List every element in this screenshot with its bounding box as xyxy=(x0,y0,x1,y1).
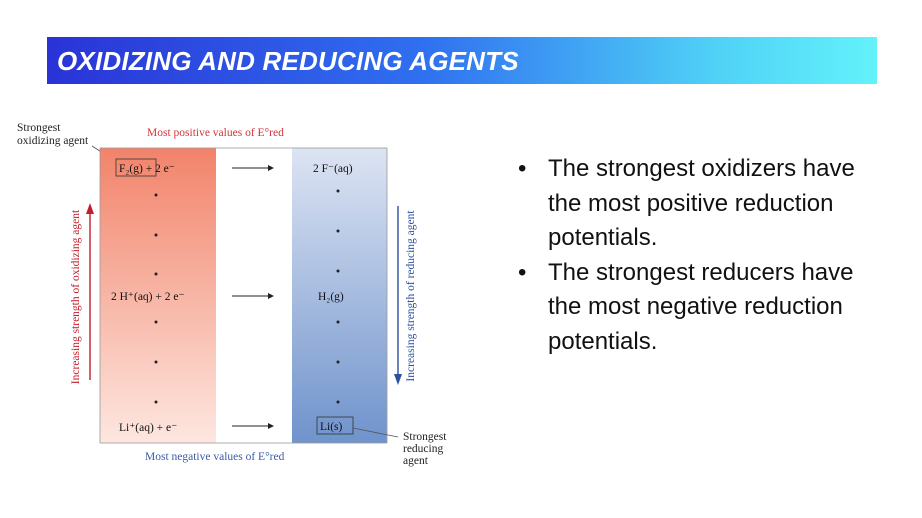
bullet-text-reducers: The strongest reducers have the most neg… xyxy=(548,258,854,355)
slide-title: OXIDIZING AND REDUCING AGENTS xyxy=(57,46,519,76)
half-reaction-right-1: 2 F⁻(aq) xyxy=(313,163,353,175)
oxidizing-strength-arrowhead xyxy=(86,203,94,214)
half-reaction-left-2: 2 H⁺(aq) + 2 e⁻ xyxy=(111,291,185,303)
left-axis-label: Increasing strength of oxidizing agent xyxy=(70,209,82,384)
strongest-oxidizing-label-line1: Strongest xyxy=(17,122,61,134)
bullet-list: • The strongest oxidizers have the most … xyxy=(518,152,878,359)
bullet-text-oxidizers: The strongest oxidizers have the most po… xyxy=(548,155,855,251)
reducer-panel xyxy=(292,148,387,443)
strongest-oxidizing-label-line2: oxidizing agent xyxy=(17,135,89,147)
half-reaction-left-3: Li⁺(aq) + e⁻ xyxy=(119,422,177,434)
diagram-frame xyxy=(99,147,388,444)
reduction-potential-diagram: Strongest oxidizing agent Most positive … xyxy=(17,122,447,467)
continuation-dots xyxy=(154,189,340,404)
strongest-reducing-pointer xyxy=(352,427,399,438)
strongest-reducing-label-line2: reducing xyxy=(403,443,443,455)
strongest-reducing-label-line1: Strongest xyxy=(403,431,447,443)
reaction-arrowhead-3 xyxy=(268,423,274,429)
oxidizer-panel xyxy=(100,148,216,443)
reaction-arrowhead-2 xyxy=(268,293,274,299)
half-reaction-left-1: F₂(g) + 2 e⁻ xyxy=(119,163,175,175)
bullet-dot-icon: • xyxy=(518,155,527,182)
top-caption: Most positive values of E°red xyxy=(147,127,284,139)
half-reaction-right-3: Li(s) xyxy=(320,421,343,433)
strongest-oxidizer-box xyxy=(115,158,157,177)
bullet-dot-icon: • xyxy=(518,258,527,286)
bullet-item-reducers: • The strongest reducers have the most n… xyxy=(518,256,878,360)
bottom-caption: Most negative values of E°red xyxy=(145,451,285,463)
strongest-reducing-label-line3: agent xyxy=(403,455,429,467)
title-bar: OXIDIZING AND REDUCING AGENTS xyxy=(47,37,877,84)
reaction-arrowhead-1 xyxy=(268,165,274,171)
half-reaction-right-2: H₂(g) xyxy=(318,291,344,303)
right-axis-label: Increasing strength of reducing agent xyxy=(405,210,417,382)
reducing-strength-arrowhead xyxy=(394,374,402,385)
bullet-item-oxidizers: • The strongest oxidizers have the most … xyxy=(518,152,878,256)
strongest-reducer-box xyxy=(316,416,354,435)
